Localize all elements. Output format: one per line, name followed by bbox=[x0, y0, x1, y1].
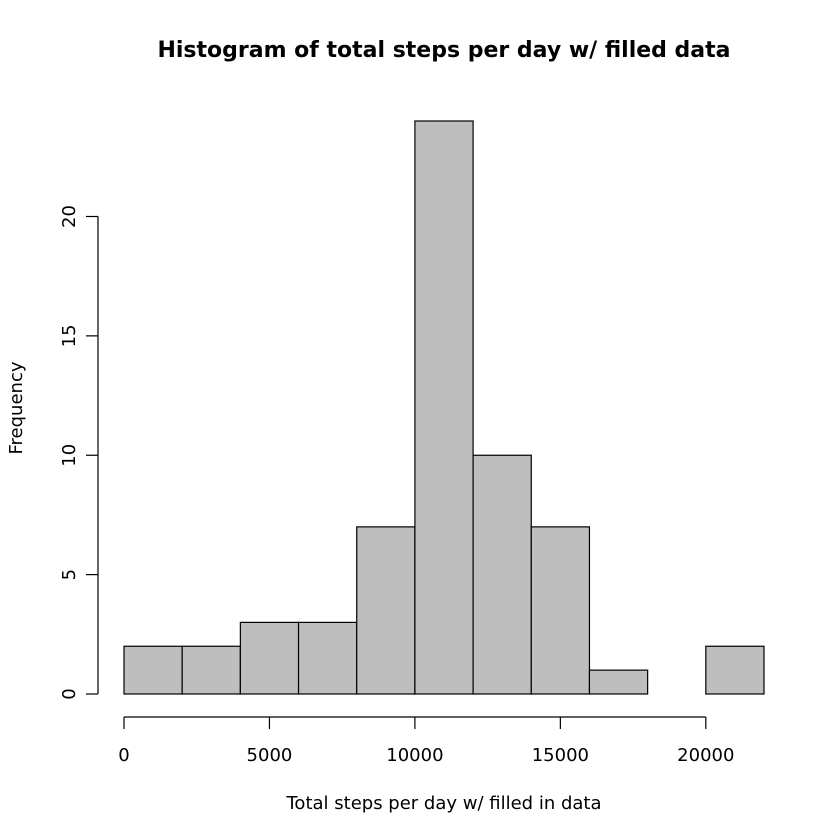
y-tick-label: 5 bbox=[59, 569, 80, 580]
histogram-bar bbox=[530, 526, 591, 695]
x-tick-label: 0 bbox=[118, 745, 129, 766]
y-axis: 0 5 10 15 20 bbox=[59, 205, 99, 700]
x-tick-label: 10000 bbox=[386, 745, 443, 766]
x-tick-label: 15000 bbox=[532, 745, 589, 766]
y-tick-label: 0 bbox=[59, 688, 80, 699]
histogram-bar bbox=[297, 621, 358, 695]
y-tick-label: 20 bbox=[59, 205, 80, 228]
histogram-bar bbox=[239, 621, 300, 695]
chart-title: Histogram of total steps per day w/ fill… bbox=[157, 38, 730, 63]
histogram-bar bbox=[181, 645, 241, 695]
x-axis: 0 5000 10000 15000 20000 bbox=[118, 716, 734, 766]
x-tick-label: 5000 bbox=[247, 745, 293, 766]
histogram-bar bbox=[588, 669, 649, 695]
y-axis-label: Frequency bbox=[6, 361, 27, 454]
histogram-bar bbox=[705, 645, 765, 695]
histogram-bar bbox=[356, 526, 416, 695]
bars-group bbox=[123, 120, 765, 695]
y-tick-label: 10 bbox=[59, 444, 80, 467]
histogram-bar bbox=[123, 645, 183, 695]
y-tick-label: 15 bbox=[59, 324, 80, 347]
histogram-bar bbox=[414, 120, 474, 695]
x-axis-label: Total steps per day w/ filled in data bbox=[286, 793, 602, 814]
x-tick-label: 20000 bbox=[677, 745, 734, 766]
histogram-bar bbox=[472, 454, 532, 695]
